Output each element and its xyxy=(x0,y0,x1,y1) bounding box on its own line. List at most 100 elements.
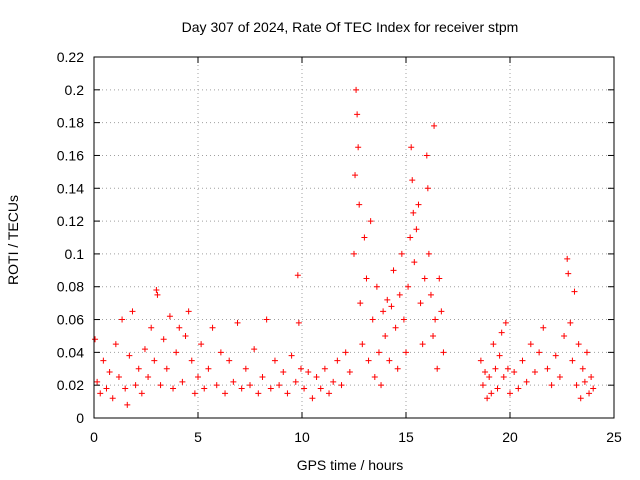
data-point xyxy=(519,357,526,364)
y-tick-label: 0.12 xyxy=(57,213,84,229)
data-point xyxy=(398,250,405,257)
data-point xyxy=(179,378,186,385)
data-point xyxy=(195,373,201,380)
x-axis-label: GPS time / hours xyxy=(297,457,404,473)
data-point xyxy=(129,308,136,315)
data-point xyxy=(294,272,301,279)
data-point xyxy=(198,341,205,348)
data-point xyxy=(334,357,341,364)
data-point xyxy=(160,336,167,343)
data-point xyxy=(97,390,104,397)
chart-title: Day 307 of 2024, Rate Of TEC Index for r… xyxy=(182,19,519,35)
data-point xyxy=(148,324,155,331)
data-point xyxy=(378,382,385,389)
data-point xyxy=(242,365,249,372)
x-tick-label: 10 xyxy=(294,429,310,445)
data-point xyxy=(548,382,555,389)
x-tick-labels: 0 5 10 15 20 25 xyxy=(90,429,622,445)
data-point xyxy=(564,255,571,262)
data-point xyxy=(405,283,412,290)
data-point xyxy=(438,308,445,315)
data-point xyxy=(523,378,530,385)
data-point xyxy=(234,319,241,326)
data-point xyxy=(369,316,376,323)
data-point xyxy=(403,349,409,356)
data-point xyxy=(313,373,320,380)
data-point xyxy=(382,332,389,339)
data-point xyxy=(321,365,328,372)
x-tick-label: 15 xyxy=(398,429,414,445)
data-point xyxy=(157,382,164,389)
y-tick-label: 0.02 xyxy=(57,377,84,393)
data-points xyxy=(92,86,597,408)
data-point xyxy=(531,369,538,376)
data-point xyxy=(271,357,278,364)
data-point xyxy=(359,341,366,348)
data-point xyxy=(346,369,353,376)
data-point xyxy=(527,341,534,348)
data-point xyxy=(502,319,509,326)
data-point xyxy=(355,144,362,151)
data-point xyxy=(417,300,424,307)
x-tick-label: 20 xyxy=(502,429,518,445)
data-point xyxy=(430,332,437,339)
data-point xyxy=(188,357,195,364)
data-point xyxy=(573,382,580,389)
data-point xyxy=(297,365,304,372)
data-point xyxy=(511,369,518,376)
data-point xyxy=(122,385,129,392)
data-point xyxy=(494,385,501,392)
data-point xyxy=(309,395,316,402)
data-point xyxy=(238,385,245,392)
y-tick-label: 0.06 xyxy=(57,312,84,328)
plot-frame xyxy=(93,56,615,419)
data-point xyxy=(326,390,333,397)
data-point xyxy=(586,390,593,397)
data-point xyxy=(330,378,337,385)
data-point xyxy=(588,373,595,380)
x-tick-label: 25 xyxy=(606,429,622,445)
data-point xyxy=(540,324,547,331)
data-point xyxy=(354,111,361,118)
data-point xyxy=(388,303,395,310)
data-point xyxy=(288,352,295,359)
data-point xyxy=(396,291,403,298)
data-point xyxy=(423,152,430,159)
data-point xyxy=(103,385,110,392)
data-point xyxy=(583,349,590,356)
data-point xyxy=(259,373,266,380)
data-point xyxy=(575,341,582,348)
data-point xyxy=(479,382,486,389)
data-point xyxy=(284,390,291,397)
y-tick-labels: 0 0.02 0.04 0.06 0.08 0.1 0.12 0.14 0.16 0.18 0.2 0… xyxy=(57,49,84,426)
data-point xyxy=(230,378,237,385)
data-point xyxy=(556,373,563,380)
data-point xyxy=(163,365,170,372)
data-point xyxy=(571,288,578,295)
data-point xyxy=(112,341,119,348)
data-point xyxy=(305,369,312,376)
data-point xyxy=(263,316,270,323)
y-tick-label: 0.08 xyxy=(57,279,84,295)
data-point xyxy=(390,267,397,274)
data-point xyxy=(590,385,597,392)
data-point xyxy=(267,385,274,392)
data-point xyxy=(408,144,415,151)
data-point xyxy=(544,365,551,372)
data-point xyxy=(170,385,177,392)
data-point xyxy=(363,275,370,282)
data-point xyxy=(361,234,368,241)
data-point xyxy=(191,390,198,397)
data-point xyxy=(292,378,299,385)
data-point xyxy=(217,349,224,356)
y-tick-label: 0.22 xyxy=(57,49,84,65)
data-point xyxy=(482,369,489,376)
data-point xyxy=(431,122,438,129)
data-point xyxy=(484,395,491,402)
data-point xyxy=(280,369,287,376)
data-point xyxy=(552,352,559,359)
y-tick-label: 0.16 xyxy=(57,147,84,163)
data-point xyxy=(569,357,576,364)
data-point xyxy=(176,324,183,331)
